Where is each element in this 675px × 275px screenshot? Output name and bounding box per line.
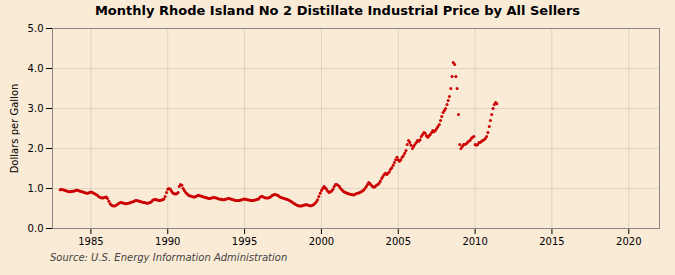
svg-text:4.0: 4.0 <box>28 63 44 74</box>
html-text:Source: U.S. Energy Informatio: Source: U.S. Energy Information Administ… <box>50 252 288 263</box>
svg-text:Dollars per Gallon: Dollars per Gallon <box>9 84 20 174</box>
svg-text:0.0: 0.0 <box>28 223 44 234</box>
svg-text:2020: 2020 <box>616 236 641 247</box>
svg-text:2.0: 2.0 <box>28 143 44 154</box>
svg-text:2010: 2010 <box>462 236 487 247</box>
svg-text:5.0: 5.0 <box>28 23 44 34</box>
svg-text:2005: 2005 <box>386 236 411 247</box>
svg-text:2015: 2015 <box>539 236 564 247</box>
svg-text:1.0: 1.0 <box>28 183 44 194</box>
svg-text:1995: 1995 <box>232 236 257 247</box>
svg-text:1985: 1985 <box>78 236 103 247</box>
svg-text:1990: 1990 <box>155 236 180 247</box>
svg-text:2000: 2000 <box>309 236 334 247</box>
html-text:Monthly Rhode Island No 2 Dist: Monthly Rhode Island No 2 Distillate Ind… <box>94 3 581 18</box>
svg-text:3.0: 3.0 <box>28 103 44 114</box>
